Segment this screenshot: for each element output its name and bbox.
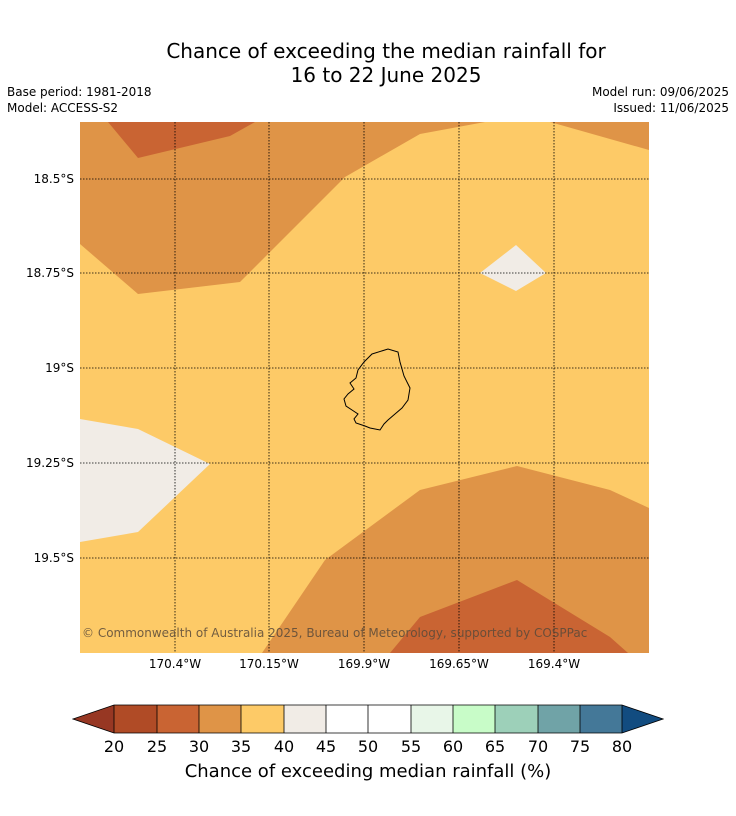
colorbar-segment-65-70 bbox=[495, 705, 538, 733]
colorbar-tick-70: 70 bbox=[527, 737, 549, 756]
region-30-35-north bbox=[80, 122, 649, 294]
colorbar-label: Chance of exceeding median rainfall (%) bbox=[184, 761, 552, 782]
colorbar-segment-35-40 bbox=[241, 705, 284, 733]
colorbar-tick-60: 60 bbox=[442, 737, 464, 756]
colorbar-segment-70-75 bbox=[538, 705, 580, 733]
colorbar-segment-60-65 bbox=[453, 705, 495, 733]
colorbar-tick-55: 55 bbox=[400, 737, 422, 756]
lat-label-19: 19°S bbox=[45, 361, 74, 375]
island-outline bbox=[343, 348, 411, 431]
model-run: Model run: 09/06/2025 bbox=[591, 85, 729, 99]
lat-label-19-25: 19.25°S bbox=[26, 456, 74, 470]
colorbar-tick-45: 45 bbox=[315, 737, 337, 756]
lat-label-18-5: 18.5°S bbox=[33, 172, 74, 186]
colorbar-dividers bbox=[71, 704, 665, 734]
colorbar-tick-80: 80 bbox=[611, 737, 633, 756]
lon-label-169-65: 169.65°W bbox=[429, 657, 489, 671]
metadata-left: Base period: 1981-2018 Model: ACCESS-S2 bbox=[7, 84, 152, 116]
colorbar-segment-75-80 bbox=[580, 705, 622, 733]
colorbar-tick-20: 20 bbox=[103, 737, 125, 756]
colorbar-tick-65: 65 bbox=[484, 737, 506, 756]
colorbar bbox=[71, 704, 665, 736]
colorbar-svg bbox=[71, 704, 665, 734]
region-40-45-west bbox=[80, 419, 210, 542]
colorbar-tick-75: 75 bbox=[569, 737, 591, 756]
colorbar-segment-55-60 bbox=[411, 705, 453, 733]
colorbar-segment-45-50 bbox=[326, 705, 368, 733]
base-period: Base period: 1981-2018 bbox=[7, 85, 152, 99]
issued-date: Issued: 11/06/2025 bbox=[613, 101, 729, 115]
graticule bbox=[80, 122, 649, 653]
lon-label-170-15: 170.15°W bbox=[239, 657, 299, 671]
colorbar-segment-25-30 bbox=[157, 705, 199, 733]
chart-title-line1: Chance of exceeding the median rainfall … bbox=[166, 39, 606, 63]
copyright-notice: © Commonwealth of Australia 2025, Bureau… bbox=[82, 626, 588, 640]
colorbar-tick-35: 35 bbox=[230, 737, 252, 756]
colorbar-tick-30: 30 bbox=[188, 737, 210, 756]
colorbar-tick-50: 50 bbox=[357, 737, 379, 756]
lon-label-169-9: 169.9°W bbox=[337, 657, 391, 671]
chart-title-line2: 16 to 22 June 2025 bbox=[290, 63, 482, 87]
colorbar-segment-30-35 bbox=[199, 705, 241, 733]
region-40-45-east bbox=[480, 245, 546, 291]
lon-label-169-4: 169.4°W bbox=[527, 657, 581, 671]
colorbar-segment-20-25 bbox=[114, 705, 157, 733]
lat-label-18-75: 18.75°S bbox=[26, 266, 74, 280]
model-name: Model: ACCESS-S2 bbox=[7, 101, 119, 115]
colorbar-tick-25: 25 bbox=[146, 737, 168, 756]
metadata-right: Model run: 09/06/2025 Issued: 11/06/2025 bbox=[592, 84, 729, 116]
rainfall-map bbox=[80, 122, 649, 653]
region-25-30-south bbox=[390, 580, 628, 653]
region-25-30-north bbox=[108, 122, 255, 158]
colorbar-segment-40-45 bbox=[284, 705, 326, 733]
colorbar-over-triangle bbox=[622, 705, 663, 733]
lat-label-19-5: 19.5°S bbox=[33, 551, 74, 565]
lon-label-170-4: 170.4°W bbox=[148, 657, 202, 671]
colorbar-tick-40: 40 bbox=[273, 737, 295, 756]
colorbar-segment-50-55 bbox=[368, 705, 411, 733]
map-svg bbox=[80, 122, 649, 653]
colorbar-under-triangle bbox=[73, 705, 114, 733]
